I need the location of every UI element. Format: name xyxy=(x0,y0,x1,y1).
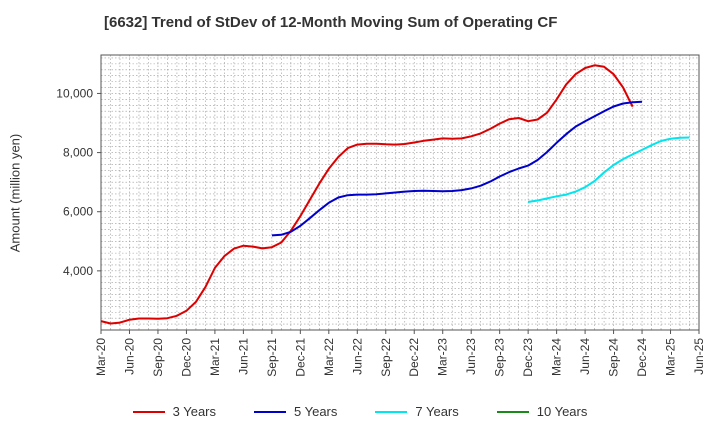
y-tick-label: 6,000 xyxy=(63,205,93,219)
y-axis-label-box: Amount (million yen) xyxy=(2,55,28,330)
x-tick-label: Sep-21 xyxy=(265,338,279,377)
legend-swatch xyxy=(254,410,286,413)
x-tick-label: Mar-22 xyxy=(322,338,336,376)
legend-item: 10 Years xyxy=(496,404,588,419)
x-tick-label: Dec-24 xyxy=(635,338,649,377)
y-tick-label: 10,000 xyxy=(56,86,93,100)
legend-item: 3 Years xyxy=(132,404,216,419)
legend: 3 Years 5 Years 7 Years 10 Years xyxy=(0,404,720,419)
legend-label: 3 Years xyxy=(172,404,216,419)
x-tick-label: Sep-22 xyxy=(379,338,393,377)
x-tick-label: Jun-22 xyxy=(350,338,364,375)
x-tick-label: Mar-20 xyxy=(94,338,108,376)
x-tick-label: Jun-20 xyxy=(122,338,136,375)
x-tick-label: Sep-24 xyxy=(607,338,621,377)
tick-labels: 4,000 6,000 8,000 10,000 Mar-20 Jun-20 Sep-20 D… xyxy=(56,86,706,376)
legend-swatch xyxy=(375,410,408,413)
x-tick-label: Jun-25 xyxy=(692,338,706,375)
series-line-7-years xyxy=(527,136,690,203)
series-line-5-years xyxy=(271,100,643,237)
x-tick-label: Dec-22 xyxy=(407,338,421,377)
y-axis-label: Amount (million yen) xyxy=(7,133,23,252)
legend-label: 10 Years xyxy=(536,404,588,419)
series-lines xyxy=(100,64,690,325)
x-tick-label: Sep-20 xyxy=(151,338,165,377)
axes xyxy=(97,54,700,334)
x-tick-label: Jun-23 xyxy=(464,338,478,375)
legend-swatch xyxy=(132,410,165,413)
legend-item: 5 Years xyxy=(254,404,337,419)
y-tick-label: 4,000 xyxy=(63,264,93,278)
y-tick-label: 8,000 xyxy=(63,146,93,160)
x-tick-label: Dec-21 xyxy=(293,338,307,377)
legend-label: 5 Years xyxy=(294,404,338,419)
x-tick-label: Mar-23 xyxy=(436,338,450,376)
legend-label: 7 Years xyxy=(415,404,459,419)
x-tick-label: Sep-23 xyxy=(493,338,507,377)
chart-title: [6632] Trend of StDev of 12-Month Moving… xyxy=(104,14,558,31)
x-tick-label: Dec-20 xyxy=(179,338,193,377)
x-tick-label: Mar-24 xyxy=(550,338,564,376)
legend-swatch xyxy=(496,410,529,413)
x-tick-label: Mar-25 xyxy=(664,338,678,376)
x-tick-label: Dec-23 xyxy=(521,338,535,377)
legend-item: 7 Years xyxy=(375,404,459,419)
x-tick-label: Jun-24 xyxy=(578,338,592,375)
series-line-3-years xyxy=(100,64,634,325)
plot-frame xyxy=(100,54,700,331)
x-tick-label: Mar-21 xyxy=(208,338,222,376)
x-tick-label: Jun-21 xyxy=(236,338,250,375)
